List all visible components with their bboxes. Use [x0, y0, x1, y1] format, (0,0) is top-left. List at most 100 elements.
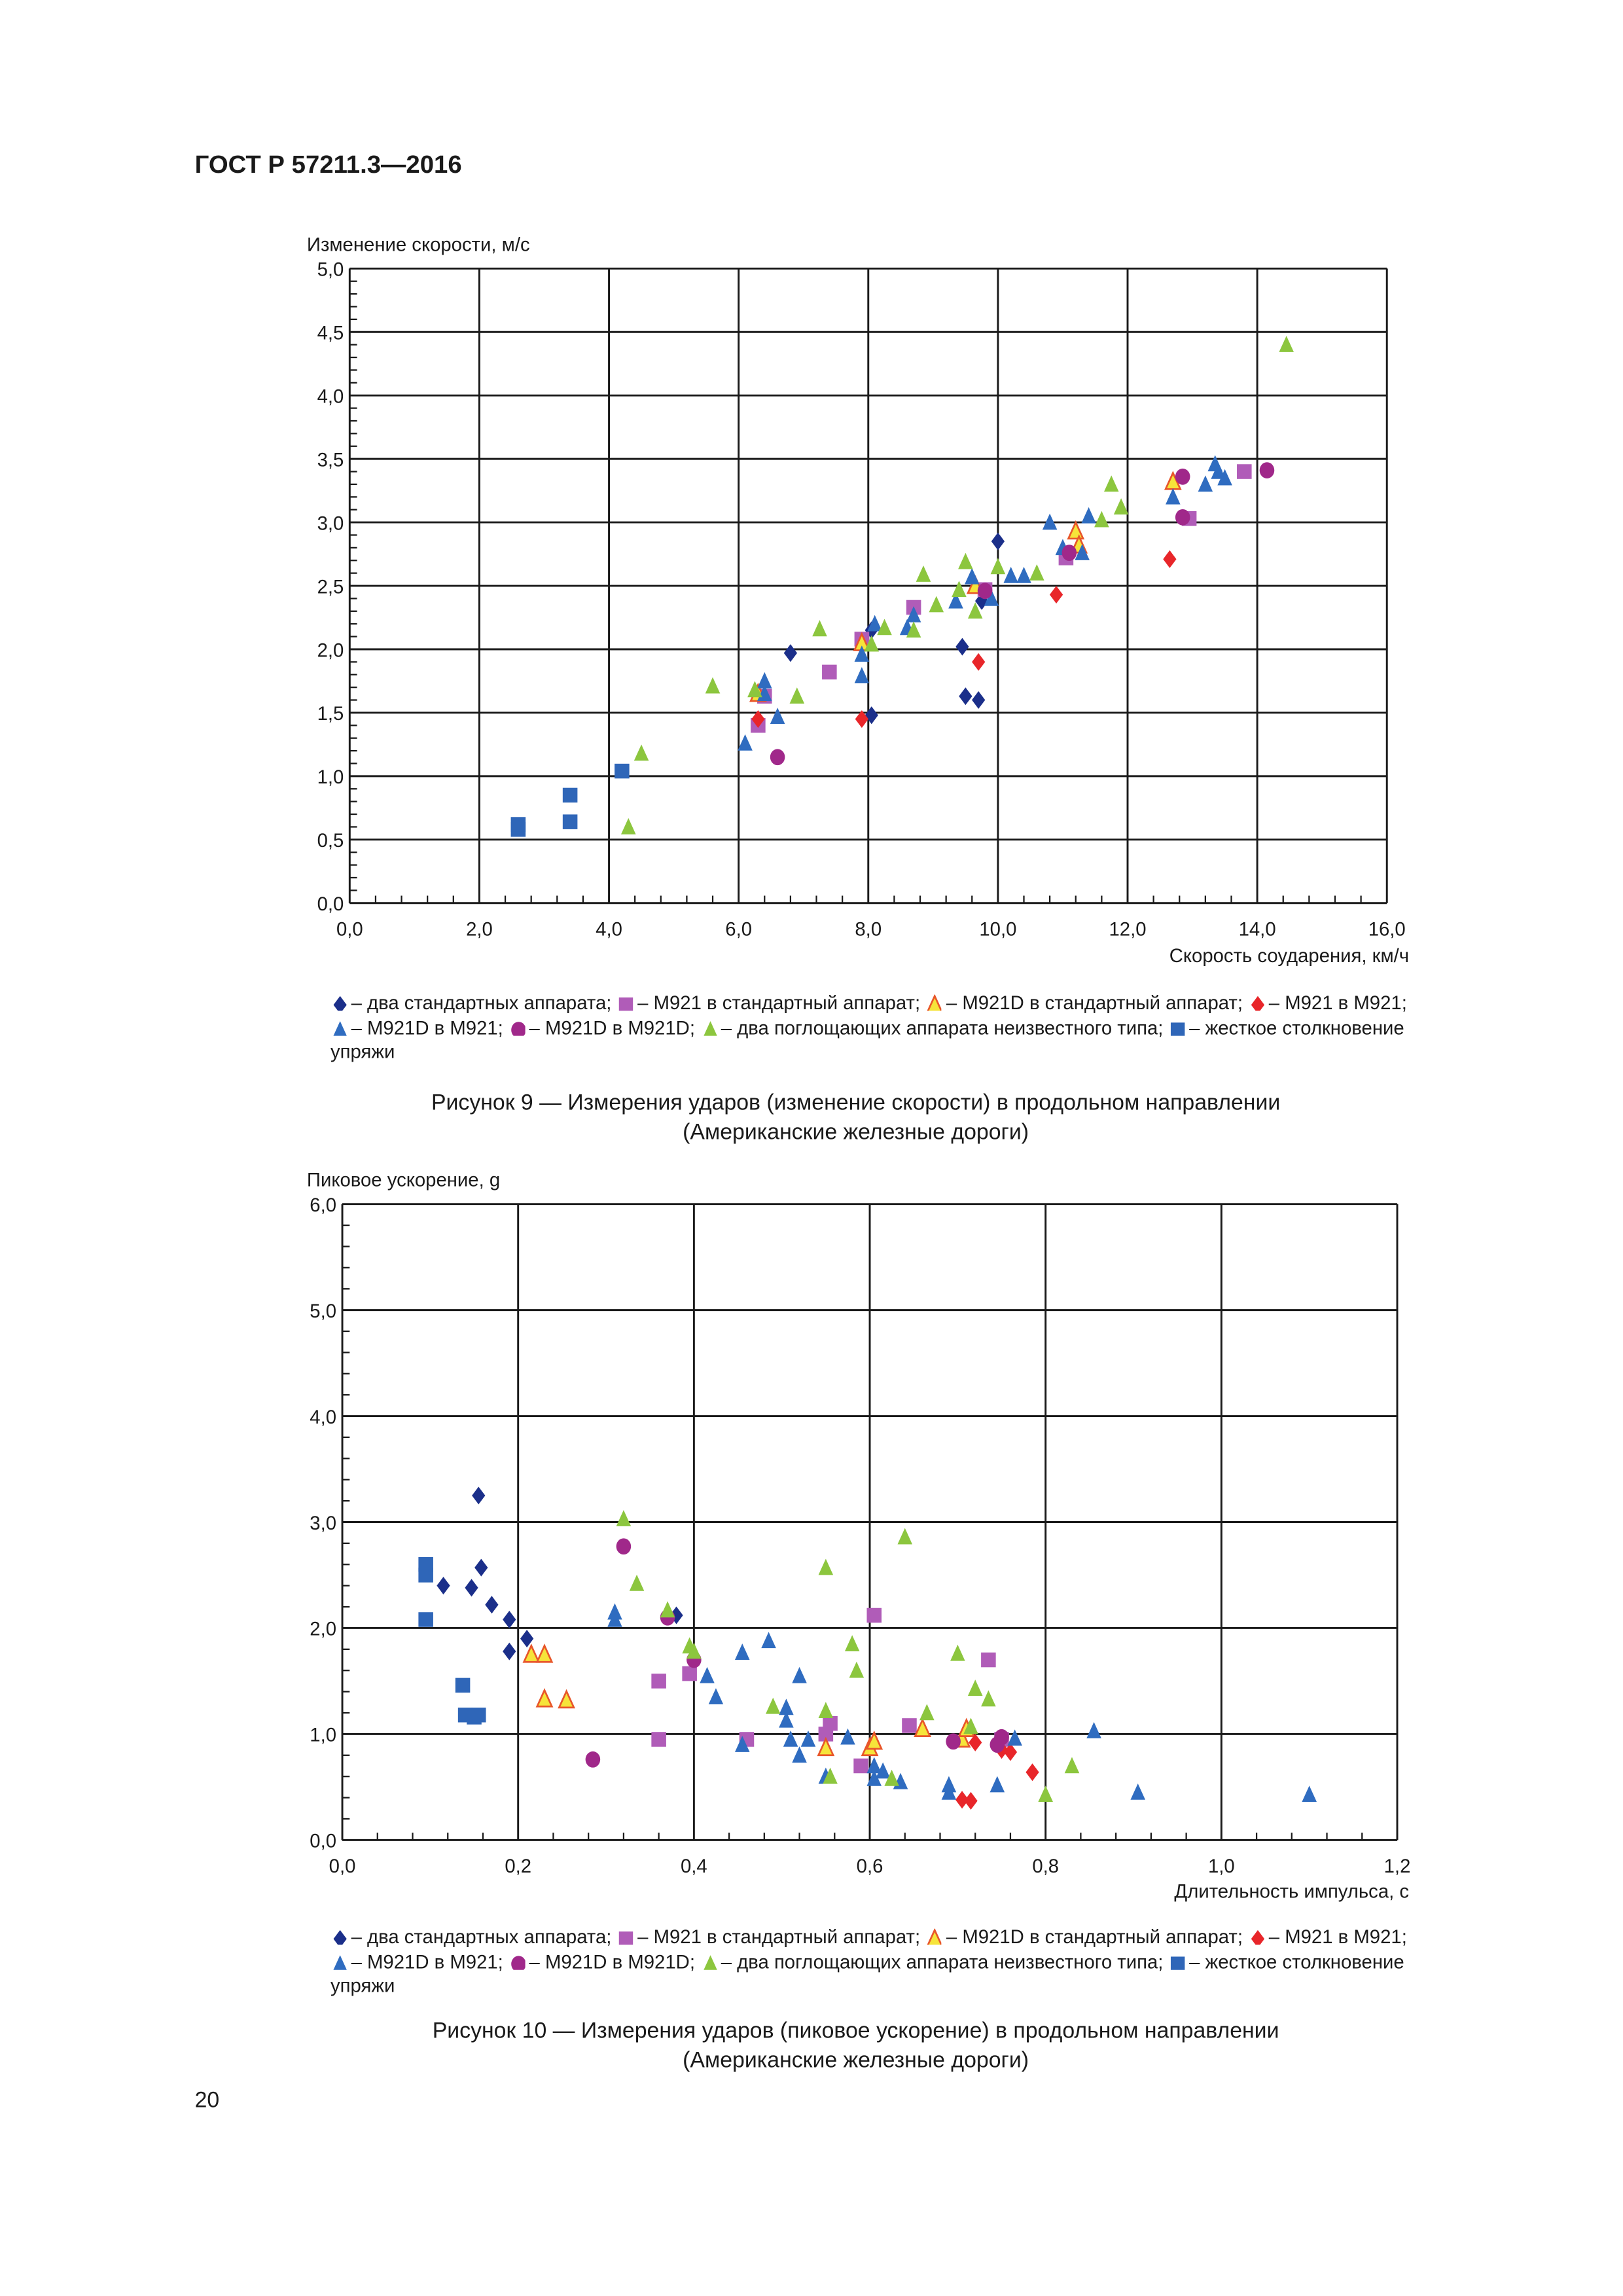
data-point — [770, 749, 785, 766]
data-point — [1007, 1729, 1022, 1746]
data-point — [941, 1783, 957, 1800]
legend-item: – два стандартных аппарата; — [330, 1926, 611, 1948]
data-point — [503, 1642, 516, 1660]
data-point — [629, 1574, 645, 1591]
data-point — [1166, 488, 1181, 505]
data-point — [963, 1717, 978, 1734]
data-point — [948, 592, 963, 609]
data-point — [535, 1688, 554, 1708]
legend-marker-icon — [333, 1929, 347, 1945]
x-tick-label: 0,8 — [1032, 1856, 1059, 1877]
data-point — [472, 1486, 486, 1505]
data-point — [770, 708, 785, 725]
legend-item: – M921D в M921D; — [508, 1016, 695, 1038]
data-point — [738, 734, 753, 751]
data-point — [854, 667, 870, 683]
data-point — [1016, 566, 1031, 583]
legend-marker-icon — [1170, 1956, 1185, 1969]
legend-item: – два поглощающих аппарата неизвестного … — [700, 1950, 1163, 1972]
data-point — [977, 583, 993, 600]
legend-label: – M921D в стандартный аппарат; — [946, 992, 1243, 1014]
y-tick-label: 0,0 — [317, 893, 344, 915]
data-point — [485, 1596, 499, 1614]
data-point — [840, 1728, 855, 1745]
y-axis-label: Пиковое ускорение, g — [307, 1170, 500, 1191]
y-tick-label: 2,0 — [317, 639, 344, 661]
data-point — [946, 1733, 961, 1750]
data-point — [734, 1643, 750, 1660]
legend-label: – M921 в стандартный аппарат; — [637, 992, 921, 1014]
data-point — [747, 681, 762, 698]
legend-label: – M921 в стандартный аппарат; — [637, 1926, 921, 1948]
legend-label: – два поглощающих аппарата неизвестного … — [721, 1016, 1164, 1039]
legend-marker-icon — [1251, 996, 1265, 1011]
data-point — [866, 1757, 882, 1774]
y-tick-label: 1,5 — [317, 703, 344, 725]
legend-marker-icon — [333, 996, 347, 1011]
data-point — [865, 706, 878, 725]
legend-marker-icon — [333, 1954, 347, 1969]
legend-marker-icon — [927, 1928, 942, 1945]
y-tick-label: 3,0 — [317, 512, 344, 534]
data-point — [708, 1688, 724, 1705]
data-point — [1175, 468, 1190, 485]
data-point — [418, 1568, 433, 1583]
legend-item: – M921 в M921; — [1248, 992, 1407, 1014]
data-point — [757, 672, 772, 689]
data-point — [866, 1769, 882, 1786]
data-point — [1026, 1763, 1039, 1782]
y-tick-label: 3,0 — [310, 1513, 336, 1534]
data-point — [1094, 511, 1109, 528]
data-point — [823, 1767, 838, 1784]
data-point — [994, 1729, 1009, 1746]
legend-item: – M921 в стандартный аппарат; — [617, 1926, 921, 1948]
data-point — [682, 1666, 697, 1681]
data-point — [783, 644, 798, 662]
data-point — [969, 1733, 982, 1751]
data-point — [789, 687, 805, 704]
caption-line-1: Рисунок 9 — Измерения ударов (изменение … — [431, 1090, 1281, 1116]
data-point — [822, 664, 837, 680]
x-tick-label: 4,0 — [596, 918, 622, 940]
data-point — [854, 645, 870, 662]
series-7 — [418, 1557, 486, 1725]
data-point — [705, 677, 721, 694]
y-tick-label: 1,0 — [317, 766, 344, 788]
data-point — [558, 1689, 575, 1709]
data-point — [562, 787, 578, 803]
data-point — [866, 1607, 882, 1623]
data-point — [972, 653, 986, 671]
data-point — [817, 1736, 835, 1757]
data-point — [522, 1643, 541, 1663]
legend-item: – M921D в M921; — [330, 1950, 503, 1972]
document-header: ГОСТ Р 57211.3—2016 — [194, 150, 462, 179]
data-point — [967, 602, 983, 619]
data-point — [865, 1730, 883, 1750]
x-tick-label: 0,0 — [329, 1856, 356, 1877]
data-point — [418, 1612, 433, 1627]
data-point — [955, 1791, 969, 1809]
y-tick-label: 4,5 — [317, 323, 344, 344]
data-point — [800, 1730, 816, 1747]
data-point — [906, 621, 921, 638]
x-tick-label: 0,2 — [505, 1856, 531, 1877]
data-point — [520, 1630, 534, 1648]
legend-item: – M921 в M921; — [1248, 1926, 1407, 1948]
data-point — [844, 1635, 860, 1652]
data-point — [916, 565, 931, 582]
data-point — [651, 1732, 666, 1747]
x-tick-label: 8,0 — [855, 918, 882, 940]
data-point — [849, 1661, 865, 1678]
figure-10-caption: Рисунок 10 — Измерения ударов (пиковое у… — [266, 2017, 1446, 2076]
data-point — [651, 1674, 666, 1689]
data-point — [607, 1610, 622, 1627]
x-axis-label: Скорость соударения, км/ч — [1169, 945, 1409, 967]
data-point — [660, 1601, 675, 1618]
data-point — [562, 814, 578, 829]
data-point — [761, 1632, 776, 1649]
data-point — [1302, 1785, 1317, 1802]
data-point — [1237, 464, 1252, 479]
x-tick-label: 1,0 — [1208, 1856, 1235, 1877]
data-point — [877, 619, 892, 636]
legend-label: – два стандартных аппарата; — [351, 1926, 612, 1948]
